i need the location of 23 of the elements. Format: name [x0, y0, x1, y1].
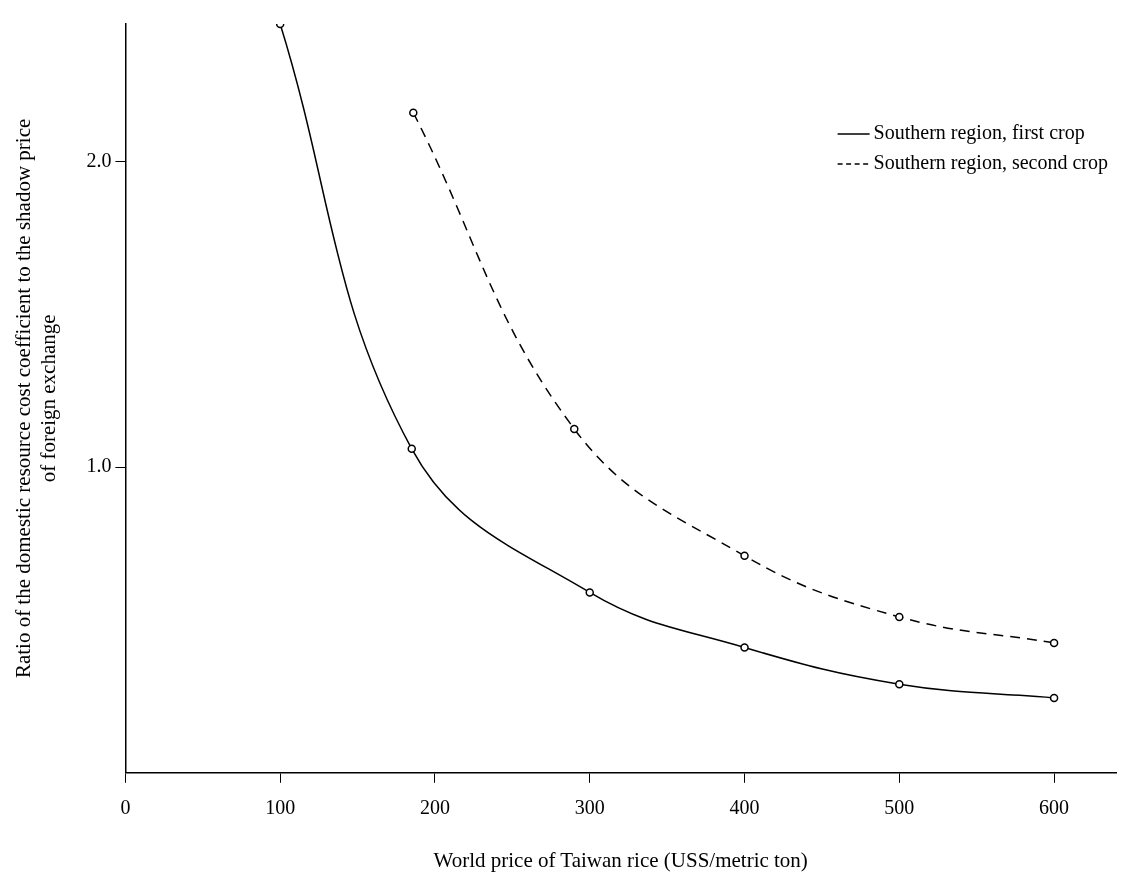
x-tick-label: 200 [419, 796, 450, 819]
point [740, 643, 749, 652]
point [1049, 638, 1059, 648]
point [895, 612, 904, 622]
point [585, 588, 594, 597]
point [409, 108, 418, 117]
x-tick-label: 0 [120, 796, 131, 819]
point [407, 444, 416, 454]
y-tick-label: 2.0 [86, 148, 112, 171]
x-tick-label: 300 [574, 796, 605, 819]
point [895, 679, 904, 689]
legend-label: Southern region, first crop [873, 121, 1085, 145]
y-axis-title: Ratio of the domestic resource cost coefficient to the shadow price of foreign exchange [11, 118, 61, 679]
x-axis-title: World price of Taiwan rice (USS/metric ton) [433, 847, 808, 872]
point [570, 424, 579, 434]
point [740, 551, 749, 561]
point [1049, 693, 1059, 703]
y-tick-label: 1.0 [86, 454, 112, 477]
x-tick-label: 600 [1039, 796, 1070, 819]
x-tick-label: 400 [729, 796, 760, 819]
legend-label: Southern region, second crop [873, 151, 1109, 175]
x-tick-label: 500 [884, 796, 915, 819]
x-tick-label: 100 [265, 796, 296, 819]
